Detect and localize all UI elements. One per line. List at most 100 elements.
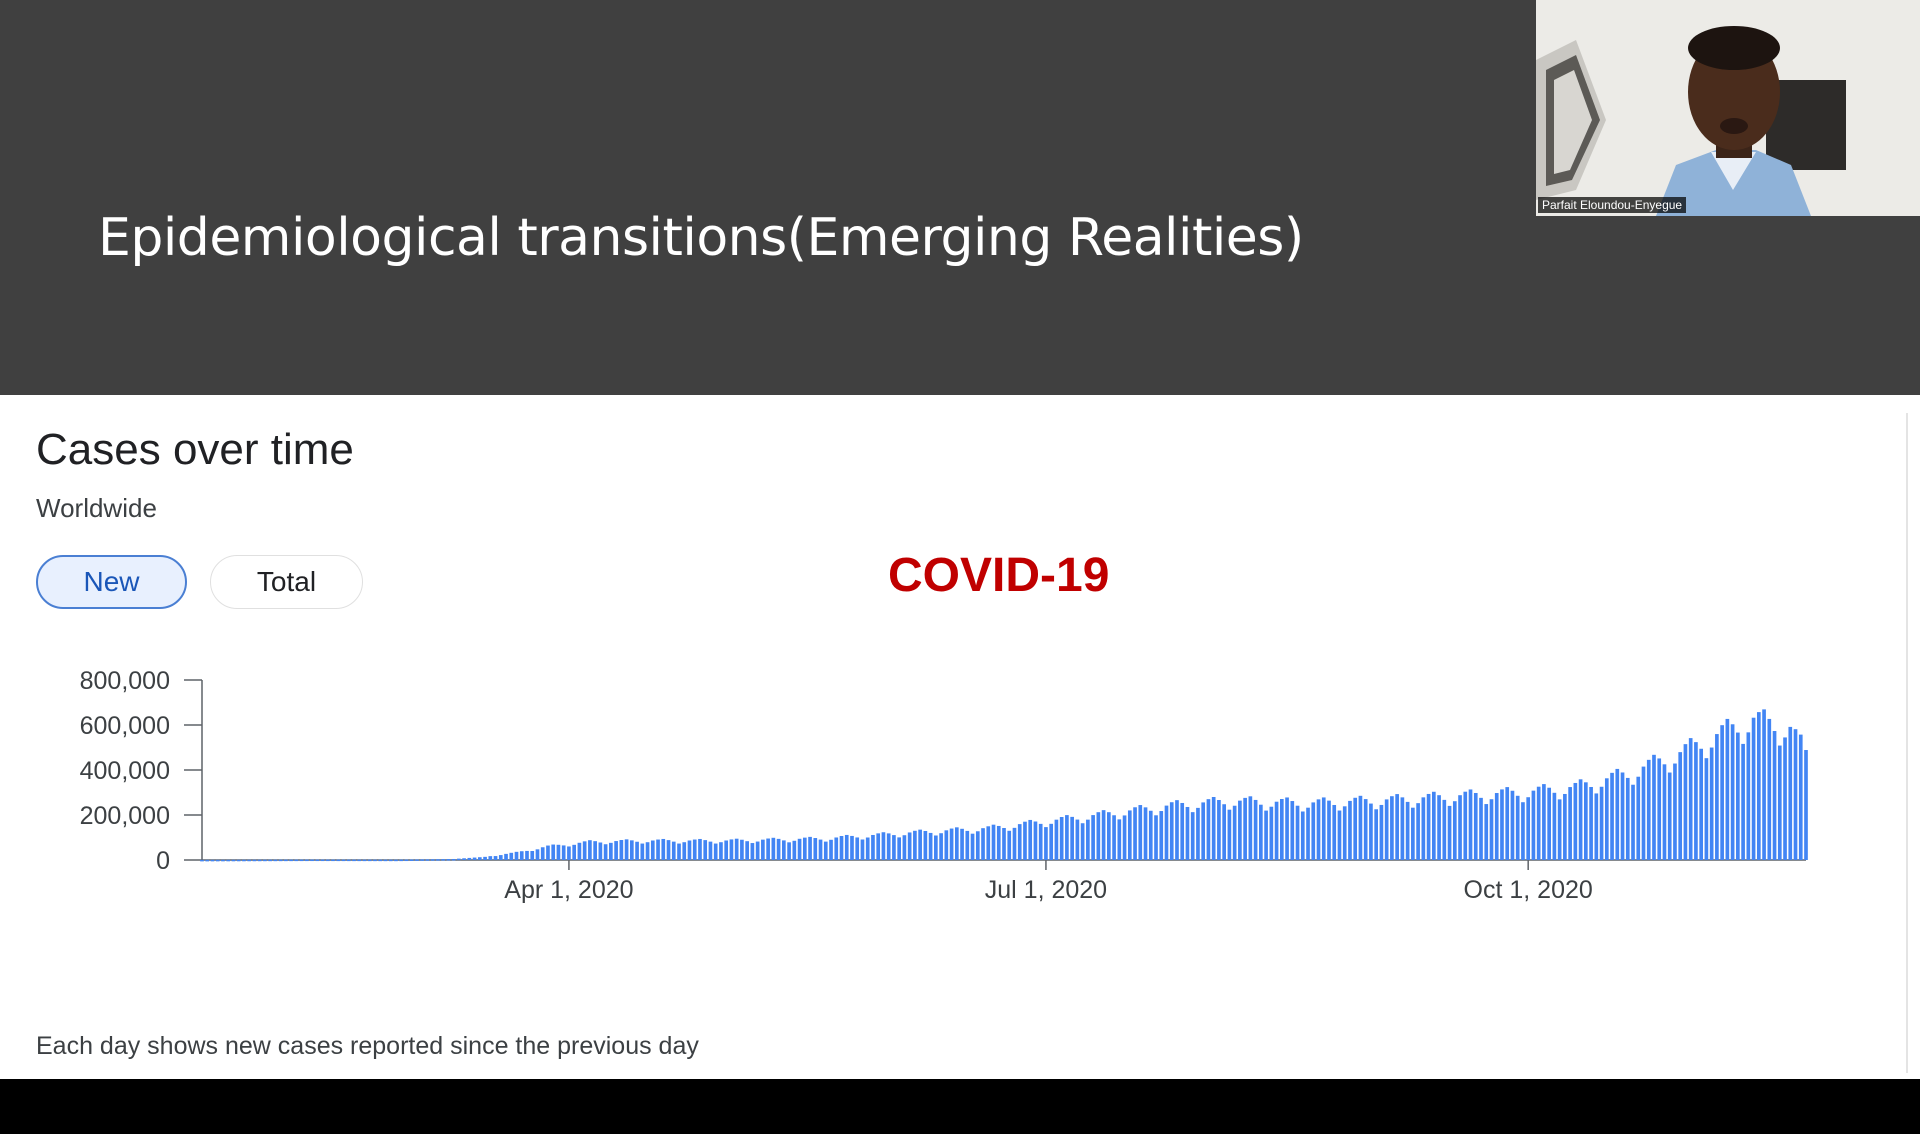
bar (635, 841, 639, 860)
bar (394, 859, 398, 862)
bar (399, 859, 404, 862)
bar (740, 839, 744, 860)
bar (614, 841, 618, 860)
bar (1411, 807, 1415, 860)
bar (215, 859, 220, 862)
bar (420, 859, 424, 861)
bar (1400, 797, 1405, 860)
bar (299, 859, 304, 862)
bar (519, 851, 524, 860)
bar (373, 859, 377, 862)
bar (755, 841, 760, 860)
bar (1458, 795, 1462, 860)
bar (1620, 772, 1625, 860)
bar (1070, 816, 1074, 860)
bar (457, 858, 461, 861)
bar (383, 859, 388, 862)
bar (645, 842, 650, 860)
bar (1426, 793, 1431, 860)
bar (1515, 795, 1520, 860)
bar (934, 835, 938, 860)
bar (1012, 827, 1017, 860)
bar (661, 838, 666, 860)
bar (1358, 795, 1363, 860)
bar (1683, 744, 1688, 860)
bar (1447, 805, 1452, 860)
bar (1306, 807, 1310, 860)
total-cases-toggle[interactable]: Total (210, 555, 363, 609)
bar (802, 837, 807, 860)
bar (436, 859, 440, 861)
bar (1688, 738, 1693, 860)
bar (1321, 797, 1326, 860)
y-tick-label: 200,000 (80, 802, 170, 830)
bar (1720, 725, 1724, 860)
bar (1584, 782, 1588, 860)
bar (1536, 786, 1541, 860)
bar (1348, 800, 1352, 860)
bar (1248, 796, 1253, 860)
bar (1269, 806, 1274, 860)
bar (451, 858, 456, 861)
bar (813, 838, 818, 860)
bar (462, 858, 466, 860)
bar (1547, 787, 1551, 860)
bar (761, 839, 765, 860)
bar (892, 835, 896, 860)
bar (1762, 709, 1766, 860)
bar (1065, 815, 1069, 860)
bar (1521, 802, 1525, 860)
bar (1678, 752, 1683, 860)
bar (1211, 797, 1216, 860)
bar (588, 840, 592, 860)
bar (1075, 819, 1080, 860)
bar (640, 843, 645, 860)
bar (713, 843, 718, 860)
bar (1002, 827, 1006, 860)
bar (1101, 810, 1106, 860)
covid-label: COVID-19 (888, 549, 1110, 602)
bar (289, 859, 293, 862)
bar (1264, 810, 1268, 860)
bar (1589, 786, 1593, 860)
bar (257, 859, 262, 862)
bar (582, 841, 587, 860)
bar (514, 851, 519, 860)
bar (960, 828, 964, 860)
bar (1662, 764, 1667, 860)
bar (1730, 724, 1735, 860)
bar (409, 859, 414, 861)
bar (1694, 742, 1698, 860)
bar (1431, 791, 1436, 860)
bar (1285, 797, 1289, 860)
bar (1709, 747, 1714, 860)
bar (310, 859, 314, 862)
bar (1405, 801, 1410, 860)
card-title: Cases over time (36, 425, 354, 474)
bar (991, 824, 996, 860)
bar (1332, 804, 1337, 860)
bar (1185, 806, 1190, 860)
new-cases-toggle[interactable]: New (36, 555, 187, 609)
bar (577, 842, 582, 860)
bar (1290, 801, 1295, 860)
bar (902, 835, 907, 860)
participant-video-tile[interactable]: Parfait Eloundou-Enyegue (1536, 0, 1920, 216)
bar (341, 859, 346, 862)
bar (876, 833, 881, 860)
bar (1274, 801, 1279, 860)
bar (1049, 823, 1054, 860)
bar (1725, 718, 1730, 860)
bar (1788, 726, 1793, 860)
bar (467, 857, 472, 860)
bar (981, 828, 985, 860)
bar (556, 844, 561, 860)
bar (551, 844, 556, 860)
bar (719, 842, 723, 860)
bar (210, 859, 215, 862)
bar (766, 838, 770, 860)
bar (1148, 810, 1153, 860)
bar (593, 841, 597, 860)
bar (1484, 804, 1489, 860)
